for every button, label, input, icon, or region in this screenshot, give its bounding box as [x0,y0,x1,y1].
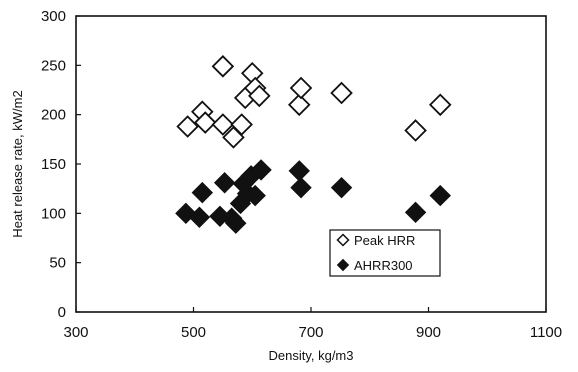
x-tick-label: 700 [298,324,323,341]
x-tick-label: 300 [63,324,88,341]
peak-hrr-point [193,111,217,134]
peak-hrr-point [287,93,311,117]
data-points [175,55,452,234]
legend-label-ahrr300: AHRR300 [354,258,413,273]
legend-filled-diamond-icon [336,258,350,272]
axis-ticks: 300 500 700 900 1100 0 50 100 150 200 250 300 [41,8,562,341]
ahrr300-point [404,201,427,224]
legend-label-peak-hrr: Peak HRR [354,233,415,248]
y-tick-label: 250 [41,57,66,74]
ahrr300-point [175,202,197,225]
peak-hrr-point [248,84,271,108]
peak-hrr-point [176,115,199,138]
ahrr300-point [290,176,312,199]
legend-open-diamond-icon [336,233,350,247]
peak-hrr-point [428,93,452,117]
y-tick-label: 150 [41,156,66,173]
ahrr300-point [191,181,214,204]
ahrr300-point [330,176,353,199]
y-tick-label: 200 [41,107,66,124]
plot-frame [75,15,547,313]
x-tick-label: 500 [181,324,206,341]
peak-hrr-point [404,119,427,142]
legend: Peak HRR AHRR300 [329,229,441,277]
ahrr300-point [288,160,310,182]
ahrr300-point [250,159,272,181]
y-tick-label: 100 [41,205,66,222]
y-axis-title: Heat release rate, kW/m2 [10,90,25,237]
y-tick-label: 300 [41,8,66,25]
ahrr300-point [244,184,266,207]
y-tick-label: 50 [49,255,66,272]
peak-hrr-point [211,55,235,78]
x-axis-title: Density, kg/m3 [268,348,353,363]
y-tick-label: 0 [58,304,66,321]
ahrr300-point [225,212,247,234]
x-tick-label: 900 [416,324,441,341]
ahrr300-point [429,184,451,207]
x-tick-label: 1100 [530,324,562,341]
peak-hrr-point [230,113,253,136]
legend-box [329,229,441,277]
ahrr300-point [213,172,236,194]
peak-hrr-point [211,113,235,136]
peak-hrr-point [330,81,353,105]
peak-hrr-point [289,76,313,100]
ahrr300-point [188,206,211,228]
